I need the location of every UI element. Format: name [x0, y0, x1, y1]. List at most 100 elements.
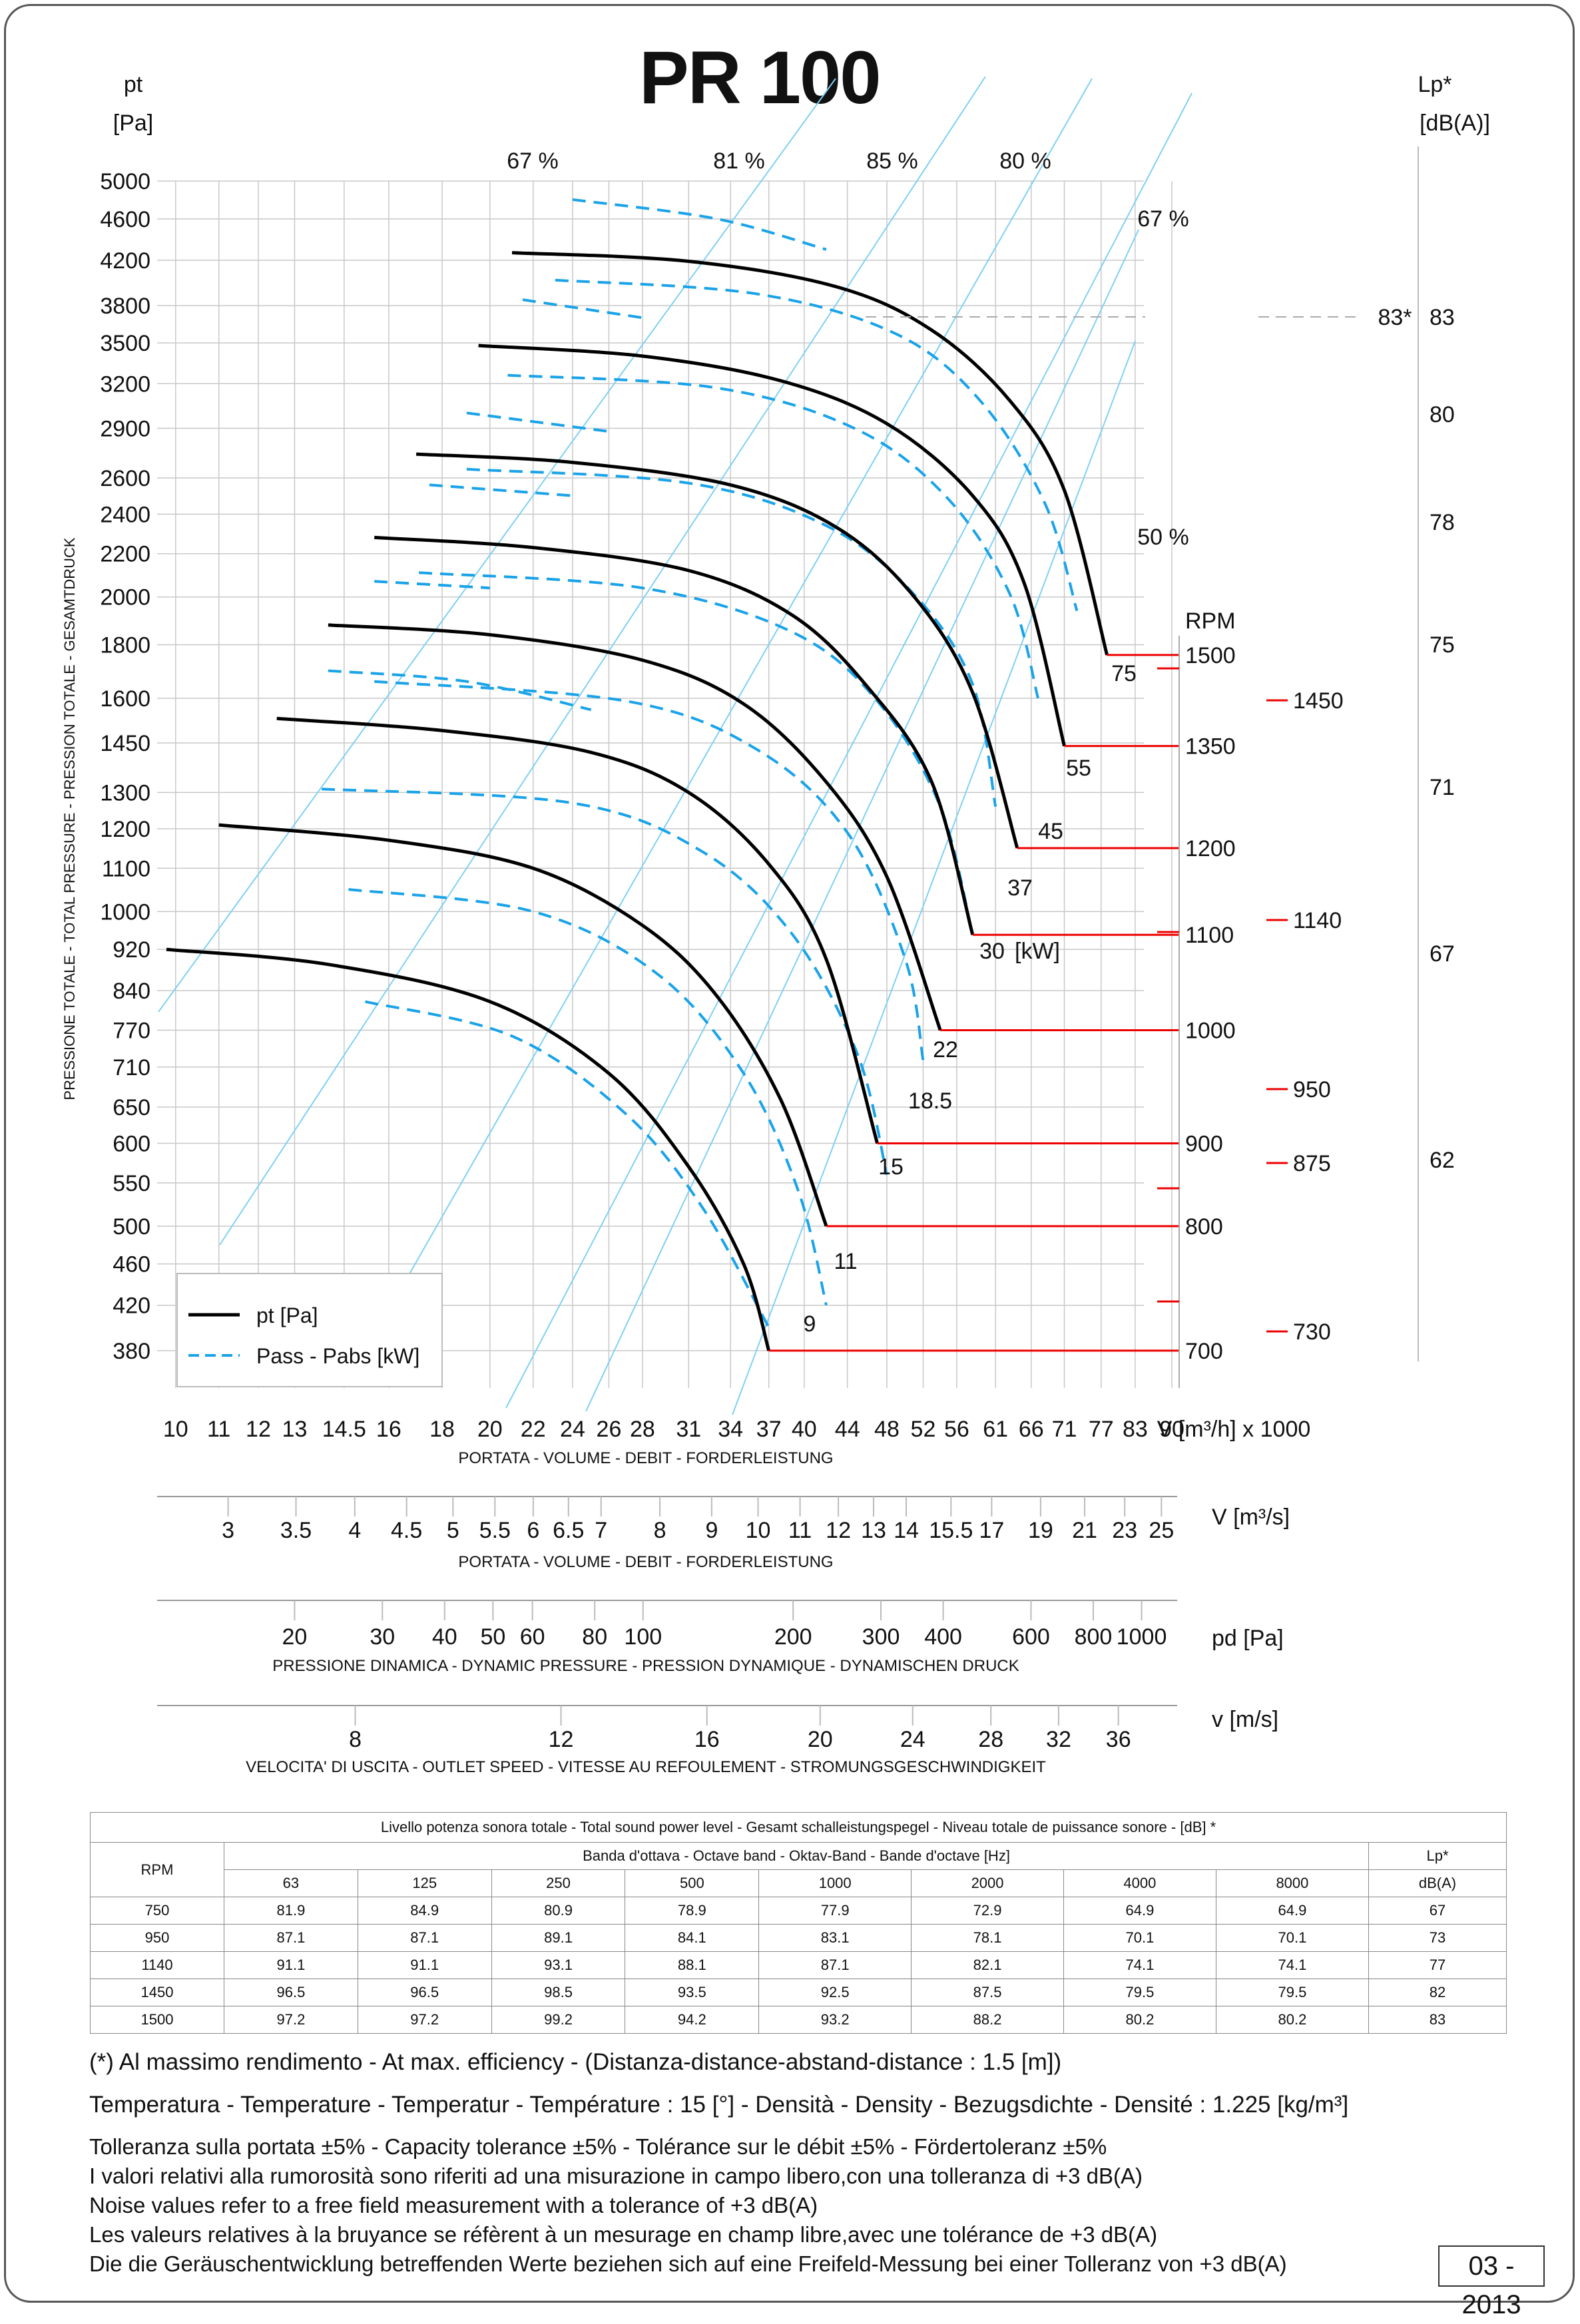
x-tick-label: 37 [756, 1417, 782, 1442]
table-cell: 89.1 [491, 1924, 626, 1952]
lp-unit-cell: dB(A) [1368, 1869, 1507, 1897]
note-noise-en: Noise values refer to a free field measu… [89, 2193, 818, 2217]
y-unit-bottom: [Pa] [113, 111, 153, 136]
y-tick-label: 920 [113, 937, 150, 963]
power-curve-1 [348, 888, 828, 1306]
pressure-curve-1000 [328, 623, 942, 1031]
rpm-label: 1500 [1185, 643, 1236, 668]
rpm-extra-label: 730 [1293, 1319, 1331, 1345]
secondary-tick-label: 600 [1012, 1624, 1050, 1650]
band-header-cell: 4000 [1063, 1869, 1216, 1897]
x-tick-label: 18 [429, 1417, 455, 1442]
y-tick-label: 2000 [100, 585, 150, 610]
lp-tick-label: 80 [1430, 402, 1455, 427]
efficiency-line [346, 78, 1093, 1385]
secondary-tick-label: 60 [520, 1624, 545, 1650]
efficiency-label-right: 67 % [1137, 206, 1189, 232]
note-conditions: Temperatura - Temperature - Temperatur -… [89, 2092, 1349, 2118]
lp-marker-label: 83* [1378, 305, 1412, 330]
page-frame [4, 4, 1575, 2303]
lp-tick-label: 62 [1430, 1148, 1455, 1173]
power-curve-fragment [429, 483, 573, 497]
secondary-tick-label: 12 [549, 1727, 574, 1752]
y-tick-label: 3800 [100, 294, 150, 319]
secondary-tick-label: 24 [900, 1727, 925, 1752]
secondary-tick-label: 7 [595, 1518, 607, 1543]
power-label: 22 [933, 1037, 958, 1062]
y-tick-label: 2900 [100, 416, 150, 441]
y-tick-label: 3500 [100, 331, 150, 356]
secondary-tick-label: 6 [527, 1518, 539, 1543]
table-cell: 74.1 [1063, 1951, 1216, 1979]
efficiency-label-top: 80 % [999, 148, 1051, 174]
table-cell: 750 [90, 1897, 224, 1925]
table-cell: 87.1 [357, 1924, 492, 1952]
y-tick-label: 2200 [100, 542, 150, 567]
table-row: 750 81.9 84.9 80.9 78.9 77.9 72.9 64.9 64.9 67 [90, 1897, 1507, 1925]
power-curve-fragment [522, 298, 643, 320]
x-tick-label: 34 [718, 1417, 743, 1442]
secondary-tick-label: 15.5 [929, 1518, 973, 1543]
power-curve-7 [555, 278, 1079, 612]
x-tick-label: 28 [630, 1417, 655, 1442]
secondary-tick-label: 36 [1106, 1727, 1131, 1752]
secondary-tick-label: 25 [1149, 1518, 1174, 1543]
y-tick-label: 2400 [100, 502, 150, 527]
x-tick-label: 24 [560, 1417, 585, 1442]
table-cell: 1140 [90, 1951, 224, 1979]
x-tick-label: 77 [1089, 1417, 1114, 1442]
efficiency-label-top: 81 % [713, 148, 765, 174]
legend: pt [Pa] Pass - Pabs [kW] [176, 1273, 443, 1387]
band-header-cell: 125 [357, 1869, 492, 1897]
y-tick-label: 1000 [100, 899, 150, 925]
y-unit-top: pt [124, 72, 143, 97]
table-cell: 950 [90, 1924, 224, 1952]
power-curve-fragment [466, 411, 609, 433]
table-cell: 93.2 [758, 2006, 912, 2034]
y-tick-label: 600 [113, 1132, 150, 1157]
efficiency-lines [158, 76, 1192, 1415]
rpm-label: 700 [1185, 1339, 1223, 1364]
table-cell: 77.9 [758, 1897, 912, 1925]
band-header-cell: 1000 [758, 1869, 912, 1897]
power-curve-2 [321, 788, 888, 1176]
power-curve-fragment [328, 669, 592, 712]
secondary-tick-label: 200 [774, 1624, 812, 1650]
rpm-extra-label: 950 [1293, 1077, 1331, 1102]
secondary-tick-label: 8 [654, 1518, 666, 1543]
y-tick-label: 420 [113, 1293, 150, 1319]
table-cell: 70.1 [1063, 1924, 1216, 1952]
lp-tick-label: 83 [1430, 305, 1455, 330]
y-tick-label: 1100 [102, 856, 150, 881]
x-tick-label: 90 [1159, 1417, 1185, 1442]
secondary-axis-unit: pd [Pa] [1212, 1626, 1284, 1651]
secondary-tick-label: 80 [582, 1624, 607, 1650]
power-label: 15 [878, 1154, 904, 1180]
pressure-curve-700 [166, 947, 771, 1351]
pressure-curve-1350 [478, 344, 1066, 747]
performance-chart: pt [Pa] Lp* [dB(A)] PRESSIONE TOTALE - T… [61, 72, 1490, 1776]
table-cell: 97.2 [224, 2006, 358, 2034]
note-noise-de: Die die Geräuschentwicklung betreffenden… [89, 2251, 1287, 2276]
lp-axis: 83 80 78 75 71 67 62 83* [866, 146, 1455, 1361]
rpm-label: 1350 [1185, 734, 1236, 760]
y-tick-label: 380 [113, 1339, 150, 1364]
power-curves [321, 198, 1079, 1328]
y-tick-label: 770 [113, 1018, 150, 1043]
secondary-tick-label: 400 [924, 1624, 962, 1650]
secondary-tick-label: 16 [694, 1727, 720, 1752]
band-header-cell: 250 [491, 1869, 626, 1897]
band-header-cell: 63 [224, 1869, 358, 1897]
band-header-cell: 2000 [911, 1869, 1064, 1897]
power-label: [kW] [1015, 939, 1060, 964]
x-tick-label: 13 [282, 1417, 308, 1442]
note-noise-it: I valori relativi alla rumorosità sono r… [89, 2164, 1143, 2188]
y-tick-label: 1600 [100, 686, 150, 712]
lp-tick-label: 78 [1430, 510, 1455, 535]
secondary-tick-label: 300 [862, 1624, 900, 1650]
table-cell: 80.9 [491, 1897, 626, 1925]
efficiency-label-top: 85 % [866, 148, 918, 174]
rpm-label: 1000 [1185, 1018, 1236, 1043]
efficiency-label-top: 67 % [507, 148, 559, 174]
x-tick-label: 40 [792, 1417, 817, 1442]
